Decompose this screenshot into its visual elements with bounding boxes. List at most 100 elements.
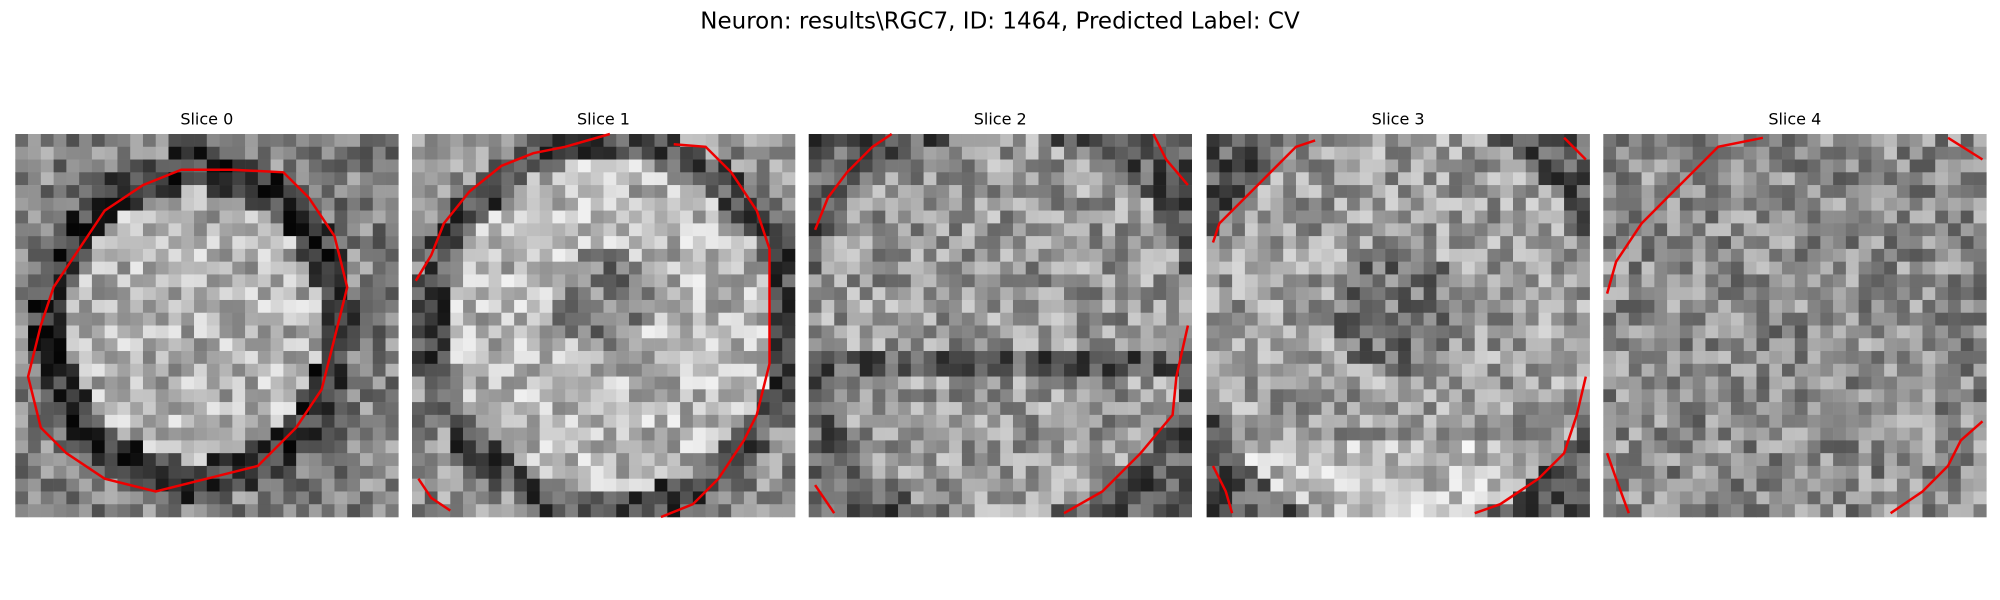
pixel — [1525, 363, 1539, 377]
pixel — [1051, 248, 1065, 262]
panel-title: Slice 4 — [1768, 110, 1821, 129]
pixel — [1127, 427, 1141, 441]
pixel — [296, 197, 310, 211]
pixel — [756, 440, 770, 454]
pixel — [974, 274, 988, 288]
pixel — [987, 427, 1001, 441]
pixel — [1833, 185, 1847, 199]
pixel — [1730, 299, 1745, 314]
pixel — [488, 134, 502, 148]
pixel — [961, 236, 975, 250]
pixel — [821, 287, 835, 301]
pixel — [565, 478, 579, 492]
pixel — [577, 299, 592, 314]
pixel — [565, 389, 579, 403]
pixel — [91, 504, 105, 518]
pixel — [1807, 287, 1821, 301]
pixel — [603, 478, 617, 492]
pixel — [1347, 197, 1361, 211]
pixel — [705, 159, 719, 173]
pixel — [66, 351, 80, 365]
pixel — [705, 312, 719, 326]
pixel — [847, 465, 861, 479]
pixel — [1807, 159, 1821, 173]
pixel — [667, 261, 681, 275]
pixel — [1769, 402, 1783, 416]
pixel — [1871, 338, 1885, 352]
pixel — [1219, 146, 1233, 160]
pixel — [692, 248, 706, 262]
pixel — [1372, 338, 1386, 352]
pixel — [1769, 223, 1783, 237]
pixel — [1603, 325, 1617, 339]
pixel — [616, 414, 630, 428]
pixel — [1244, 402, 1258, 416]
pixel — [1960, 465, 1974, 479]
pixel — [1064, 223, 1078, 237]
pixel — [155, 465, 169, 479]
pixel — [1756, 440, 1770, 454]
pixel — [40, 146, 54, 160]
pixel — [79, 261, 93, 275]
pixel — [1206, 414, 1220, 428]
contour — [26, 168, 349, 493]
pixel — [308, 376, 322, 390]
pixel — [910, 478, 924, 492]
pixel — [1807, 261, 1821, 275]
pixel — [1461, 287, 1475, 301]
pixel — [1616, 389, 1630, 403]
pixel — [898, 504, 912, 518]
pixel — [1896, 351, 1910, 365]
pixel — [885, 427, 899, 441]
pixel — [552, 414, 566, 428]
pixel — [488, 185, 502, 199]
pixel — [155, 223, 169, 237]
pixel — [194, 197, 208, 211]
pixel — [501, 363, 515, 377]
pixel — [1423, 287, 1437, 301]
pixel — [743, 363, 757, 377]
pixel — [834, 299, 848, 314]
pixel — [1244, 287, 1258, 301]
pixel — [1794, 376, 1808, 390]
pixel — [1270, 402, 1284, 416]
pixel — [1025, 325, 1039, 339]
pixel — [1718, 261, 1732, 275]
pixel — [1436, 363, 1450, 377]
pixel — [1410, 261, 1424, 275]
pixel — [1730, 338, 1745, 352]
pixel — [1257, 159, 1271, 173]
pixel — [1922, 363, 1936, 377]
pixel — [1166, 236, 1180, 250]
pixel — [1449, 351, 1463, 365]
pixel — [1012, 402, 1027, 416]
pixel — [552, 312, 566, 326]
pixel — [385, 299, 399, 314]
pixel — [488, 325, 502, 339]
pixel — [1858, 351, 1872, 365]
pixel — [219, 351, 233, 365]
pixel — [1410, 504, 1424, 518]
pixel — [130, 351, 144, 365]
pixel — [821, 159, 835, 173]
pixel — [1102, 159, 1116, 173]
pixel — [743, 223, 757, 237]
pixel — [1102, 287, 1116, 301]
pixel — [117, 402, 131, 416]
pixel — [66, 134, 80, 148]
pixel — [872, 287, 886, 301]
pixel — [1551, 172, 1565, 186]
pixel — [1232, 427, 1246, 441]
pixel — [1140, 172, 1154, 186]
pixel — [1127, 351, 1141, 365]
pixel — [15, 299, 29, 314]
pixel — [667, 299, 681, 314]
pixel — [181, 363, 195, 377]
pixel — [1833, 299, 1847, 314]
pixel — [705, 223, 719, 237]
pixel — [1449, 363, 1463, 377]
pixel — [1153, 453, 1167, 467]
pixel — [654, 414, 668, 428]
pixel — [1051, 440, 1065, 454]
pixel — [1436, 338, 1450, 352]
